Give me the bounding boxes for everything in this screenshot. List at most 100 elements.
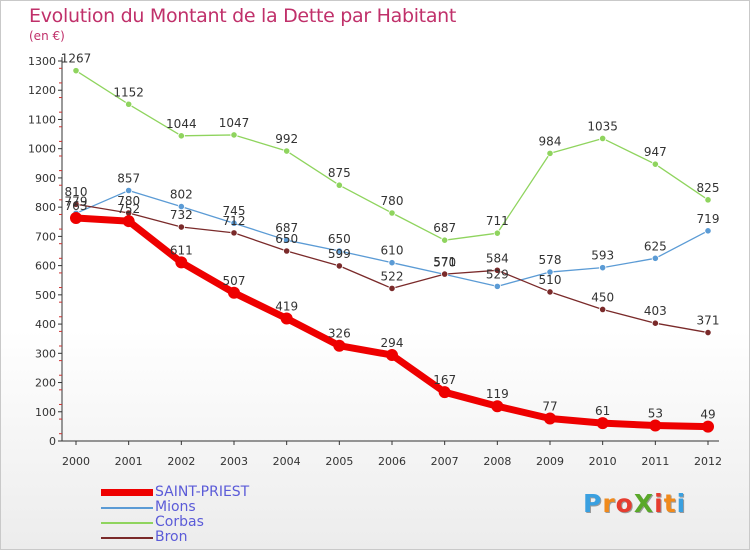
data-label: 711 <box>486 214 509 228</box>
data-point <box>596 417 609 430</box>
data-label: 529 <box>486 267 509 281</box>
logo-letter: X <box>633 489 655 518</box>
y-tick-label: 100 <box>35 406 56 419</box>
x-tick-label: 2011 <box>641 455 669 468</box>
data-label: 810 <box>65 185 88 199</box>
x-tick-label: 2008 <box>483 455 511 468</box>
proxiti-logo: ProXiti <box>583 489 686 518</box>
data-point <box>280 312 293 325</box>
data-point <box>283 236 291 244</box>
data-point <box>493 282 501 290</box>
data-point <box>493 266 501 274</box>
data-point <box>599 305 607 314</box>
y-tick-label: 1200 <box>28 84 56 97</box>
data-point <box>125 186 133 195</box>
x-tick-label: 2010 <box>589 455 617 468</box>
x-tick-label: 2006 <box>378 455 406 468</box>
data-point <box>72 200 80 208</box>
data-label: 779 <box>65 194 88 208</box>
data-label: 510 <box>539 273 562 287</box>
data-point <box>177 223 185 231</box>
data-point <box>441 270 449 278</box>
data-point <box>228 286 240 299</box>
data-label: 687 <box>433 221 456 235</box>
data-label: 802 <box>170 188 193 202</box>
data-point <box>70 211 82 224</box>
data-label: 570 <box>433 255 456 269</box>
data-label: 599 <box>328 247 351 261</box>
data-point <box>177 132 185 140</box>
data-label: 53 <box>648 407 663 421</box>
data-point <box>386 349 398 362</box>
legend-item: Corbas <box>101 515 249 530</box>
data-point <box>546 288 554 296</box>
data-point <box>544 412 556 425</box>
data-point <box>651 254 659 262</box>
legend-item: Mions <box>101 500 249 515</box>
logo-letter: o <box>615 489 634 518</box>
data-label: 77 <box>542 399 557 413</box>
data-label: 371 <box>697 314 720 328</box>
data-point <box>702 420 714 433</box>
data-label: 450 <box>591 290 614 304</box>
y-tick-label: 400 <box>35 318 56 331</box>
data-label: 593 <box>591 249 614 263</box>
data-point <box>230 229 238 237</box>
data-point <box>491 400 504 413</box>
y-tick-label: 1100 <box>28 113 56 126</box>
data-label: 752 <box>117 202 140 216</box>
x-tick-label: 2003 <box>220 455 248 468</box>
x-tick-label: 2004 <box>273 455 301 468</box>
data-label: 763 <box>65 199 88 213</box>
data-label: 650 <box>328 232 351 246</box>
legend-swatch <box>101 521 153 524</box>
logo-letter: P <box>583 489 603 518</box>
legend-label: Mions <box>155 499 196 515</box>
data-label: 507 <box>223 274 246 288</box>
x-tick-label: 2002 <box>167 455 195 468</box>
data-point <box>704 196 712 204</box>
data-point <box>122 215 135 228</box>
data-point <box>546 149 554 157</box>
legend-label: SAINT-PRIEST <box>155 484 250 500</box>
y-tick-label: 1300 <box>28 55 56 68</box>
x-tick-label: 2007 <box>431 455 459 468</box>
data-label: 403 <box>644 304 667 318</box>
legend-swatch <box>101 489 153 496</box>
legend-item: SAINT-PRIEST <box>101 485 249 500</box>
data-label: 1044 <box>166 117 197 131</box>
data-point <box>283 247 291 255</box>
data-point <box>283 147 291 155</box>
data-label: 947 <box>644 145 667 159</box>
data-label: 780 <box>117 194 140 208</box>
legend-label: Corbas <box>155 514 204 530</box>
legend-swatch <box>101 536 153 539</box>
data-label: 1047 <box>219 116 250 130</box>
y-tick-label: 0 <box>49 435 56 448</box>
data-label: 625 <box>644 239 667 253</box>
data-point <box>230 131 238 139</box>
data-label: 167 <box>433 373 456 387</box>
x-tick-label: 2000 <box>62 455 90 468</box>
data-label: 857 <box>117 171 140 185</box>
data-label: 611 <box>170 243 193 257</box>
x-tick-label: 2001 <box>115 455 143 468</box>
data-point <box>493 229 501 237</box>
data-point <box>441 236 449 244</box>
y-tick-label: 600 <box>35 260 56 273</box>
data-point <box>438 386 451 399</box>
data-label: 610 <box>381 244 404 258</box>
data-point <box>651 319 659 327</box>
data-point <box>651 160 659 168</box>
data-point <box>125 100 133 108</box>
x-tick-label: 2005 <box>325 455 353 468</box>
y-tick-label: 1000 <box>28 143 56 156</box>
data-label: 326 <box>328 327 351 341</box>
logo-letter: i <box>654 489 664 518</box>
data-point <box>335 262 343 270</box>
data-label: 1152 <box>113 85 144 99</box>
data-label: 650 <box>275 232 298 246</box>
data-label: 522 <box>381 269 404 283</box>
y-tick-label: 700 <box>35 230 56 243</box>
